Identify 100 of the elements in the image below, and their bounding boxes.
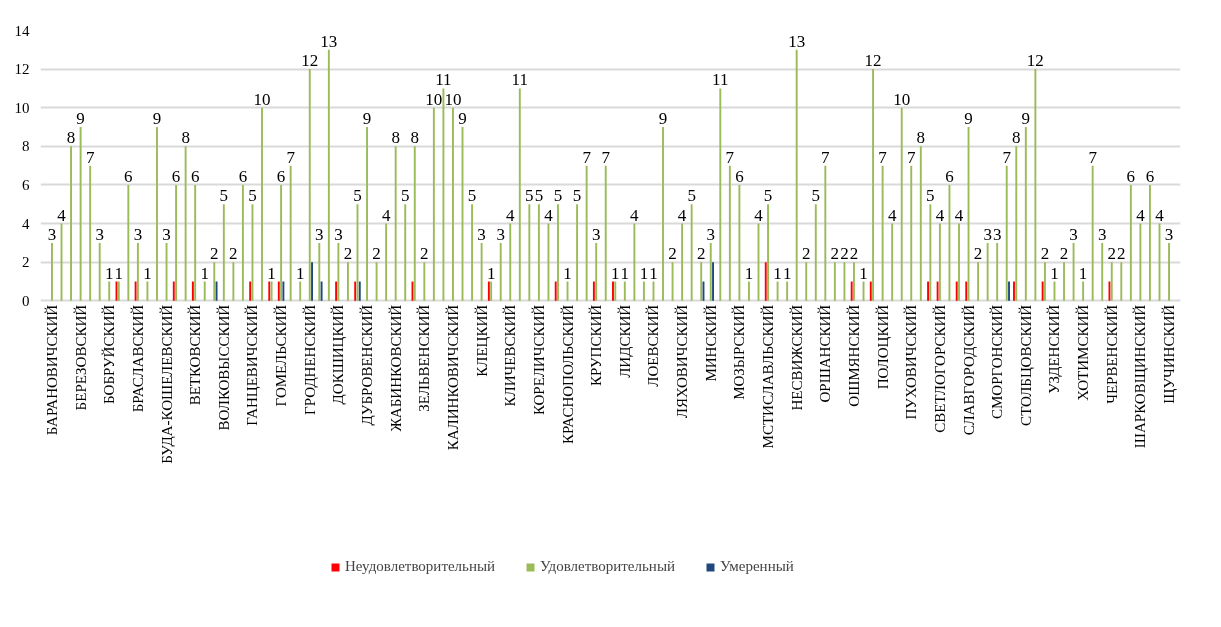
x-tick-label: БОБРУЙСКИЙ (101, 304, 118, 404)
x-tick-label: КОРЕЛИЧСКИЙ (530, 304, 547, 416)
data-label: 1 (649, 263, 658, 283)
data-label: 7 (1002, 147, 1012, 167)
x-tick-label: ГАНЦЕВИЧСКИЙ (244, 304, 261, 426)
data-label: 8 (181, 128, 190, 148)
data-label: 3 (334, 224, 343, 244)
data-label: 3 (496, 224, 505, 244)
data-label: 7 (85, 147, 95, 167)
data-label: 7 (601, 147, 611, 167)
x-tick-label: ЖАБИНКОВСКИЙ (387, 304, 404, 432)
data-label: 2 (210, 244, 219, 264)
y-tick-label: 2 (22, 254, 30, 271)
data-label: 7 (1088, 147, 1098, 167)
data-label: 1 (620, 263, 630, 283)
x-tick-label: МОЗЫРСКИЙ (731, 304, 748, 400)
data-label: 9 (964, 109, 973, 129)
data-label: 2 (420, 244, 429, 264)
data-label: 7 (582, 147, 592, 167)
x-tick-label: УЗДЕНСКИЙ (1046, 304, 1063, 394)
data-label: 5 (572, 186, 582, 206)
y-tick-label: 0 (22, 292, 30, 309)
data-label: 9 (458, 109, 467, 129)
data-label: 1 (782, 263, 792, 283)
data-label: 2 (668, 244, 677, 264)
data-label: 10 (444, 89, 462, 109)
legend-label: Умеренный (720, 558, 794, 575)
y-tick-label: 12 (14, 61, 30, 78)
data-label: 1 (1078, 263, 1088, 283)
data-label: 8 (391, 128, 400, 148)
data-label: 5 (467, 186, 477, 206)
data-label: 8 (66, 128, 76, 148)
data-label: 6 (190, 166, 200, 186)
data-label: 8 (410, 128, 420, 148)
data-label: 10 (893, 89, 911, 109)
legend-label: Удовлетворительный (540, 558, 675, 575)
data-label: 1 (639, 263, 649, 283)
data-label: 10 (253, 89, 271, 109)
data-label: 8 (1012, 128, 1021, 148)
data-label: 12 (1026, 51, 1044, 71)
data-label: 2 (343, 244, 353, 264)
data-label: 2 (1040, 244, 1050, 264)
data-label: 4 (887, 205, 897, 225)
data-label: 12 (864, 51, 882, 71)
data-label: 2 (229, 244, 238, 264)
data-label: 3 (315, 224, 324, 244)
data-label: 5 (353, 186, 362, 206)
data-label: 6 (735, 166, 744, 186)
x-tick-label: МСТИСЛАВЛЬСКИЙ (760, 304, 777, 449)
data-label: 5 (219, 186, 229, 206)
data-label: 3 (162, 224, 171, 244)
x-tick-label: БЕРЕЗОВСКИЙ (72, 304, 89, 411)
x-tick-label: ВОЛКОВЫССКИЙ (215, 304, 232, 431)
data-label: 5 (687, 186, 696, 206)
data-label: 6 (1126, 166, 1136, 186)
data-label: 3 (477, 224, 486, 244)
x-tick-label: СТОЛБЦОВСКИЙ (1017, 304, 1034, 426)
data-label: 2 (840, 244, 849, 264)
data-label: 6 (276, 166, 286, 186)
data-label: 1 (563, 263, 572, 283)
data-label: 4 (506, 205, 515, 225)
data-label: 7 (286, 147, 296, 167)
data-label: 3 (133, 224, 143, 244)
x-tick-label: ЩУЧИНСКИЙ (1161, 304, 1178, 404)
x-tick-label: ГОМЕЛЬСКИЙ (273, 304, 290, 407)
data-label: 4 (754, 205, 764, 225)
data-label: 2 (973, 244, 983, 264)
data-label: 2 (1117, 244, 1126, 264)
data-label: 1 (143, 263, 152, 283)
data-label: 11 (712, 70, 729, 90)
data-label: 6 (1145, 166, 1155, 186)
x-tick-label: ЛИДСКИЙ (616, 304, 633, 378)
data-label: 7 (725, 147, 735, 167)
data-label: 1 (773, 263, 782, 283)
data-label: 5 (763, 186, 773, 206)
data-label: 2 (801, 244, 811, 264)
data-label: 5 (811, 186, 821, 206)
data-label: 3 (992, 224, 1002, 244)
data-label: 1 (104, 263, 114, 283)
data-label: 4 (1136, 205, 1146, 225)
x-tick-label: МИНСКИЙ (702, 304, 719, 382)
data-label: 7 (821, 147, 831, 167)
data-label: 2 (372, 244, 381, 264)
x-tick-label: ПУХОВИЧСКИЙ (903, 304, 920, 420)
x-tick-label: КЛЕЦКИЙ (473, 304, 490, 377)
data-label: 1 (611, 263, 620, 283)
data-label: 9 (76, 109, 85, 129)
data-label: 11 (511, 70, 528, 90)
x-tick-label: ХОТИМСКИЙ (1075, 304, 1092, 401)
data-label: 6 (171, 166, 181, 186)
data-label: 2 (696, 244, 706, 264)
data-label: 3 (47, 224, 57, 244)
x-tick-label: ПОЛОЦКИЙ (874, 304, 891, 390)
data-label: 5 (525, 186, 534, 206)
data-label: 4 (57, 205, 67, 225)
data-label: 4 (954, 205, 964, 225)
x-tick-label: ШАРКОВЩИНСКИЙ (1132, 304, 1149, 449)
data-label: 2 (830, 244, 840, 264)
data-label: 1 (486, 263, 496, 283)
data-label: 4 (544, 205, 554, 225)
